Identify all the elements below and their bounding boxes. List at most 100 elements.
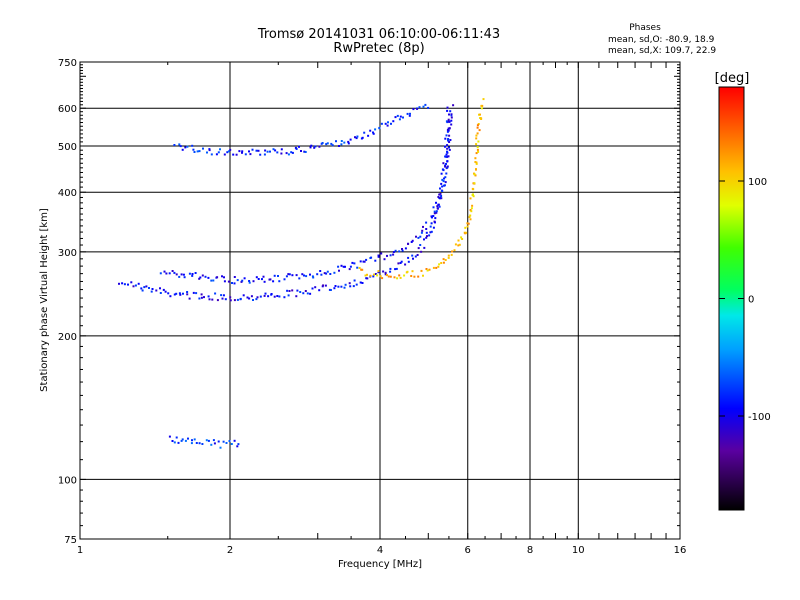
scatter-point xyxy=(326,270,329,273)
y-axis-label: Stationary phase Virtual Height [km] xyxy=(39,208,50,392)
scatter-point xyxy=(167,292,170,295)
scatter-point xyxy=(447,254,450,257)
scatter-point xyxy=(181,438,184,441)
scatter-point xyxy=(358,267,361,269)
scatter-point xyxy=(309,146,312,149)
scatter-point xyxy=(439,192,442,195)
scatter-point xyxy=(414,255,417,258)
minor-ticks xyxy=(79,61,681,539)
scatter-point xyxy=(447,127,450,130)
scatter-point xyxy=(404,247,407,250)
scatter-point xyxy=(365,277,368,280)
scatter-point xyxy=(173,144,176,146)
scatter-point xyxy=(132,285,135,288)
scatter-point xyxy=(220,294,223,297)
scatter-point xyxy=(473,173,476,176)
scatter-point xyxy=(181,148,184,151)
scatter-point xyxy=(445,153,448,156)
scatter-point xyxy=(355,283,358,286)
scatter-point xyxy=(159,287,161,290)
scatter-point xyxy=(445,120,448,123)
scatter-point xyxy=(299,291,302,293)
scatter-point xyxy=(386,254,388,257)
scatter-point xyxy=(205,439,208,442)
y-tick-label: 300 xyxy=(58,248,77,259)
scatter-point xyxy=(440,262,443,264)
y-tick-label: 500 xyxy=(58,142,77,153)
scatter-point xyxy=(211,298,214,301)
scatter-point xyxy=(168,272,171,275)
scatter-point xyxy=(480,104,483,107)
scatter-point xyxy=(450,116,453,119)
scatter-point xyxy=(420,250,423,253)
scatter-point xyxy=(223,280,226,283)
x-tick-label: 8 xyxy=(527,545,533,556)
scatter-point xyxy=(447,138,450,140)
scatter-point xyxy=(121,282,124,285)
scatter-point xyxy=(426,269,429,272)
scatter-point xyxy=(435,201,437,204)
scatter-point xyxy=(420,269,423,272)
scatter-point xyxy=(241,279,244,282)
scatter-point xyxy=(376,274,379,277)
scatter-point xyxy=(242,294,245,297)
scatter-point xyxy=(382,270,385,273)
scatter-point xyxy=(180,273,183,276)
scatter-point xyxy=(470,210,473,213)
scatter-point xyxy=(273,274,276,277)
scatter-point xyxy=(480,107,483,110)
scatter-point xyxy=(159,272,162,275)
scatter-point xyxy=(344,283,347,286)
scatter-point xyxy=(401,248,403,250)
scatter-point xyxy=(186,293,189,296)
scatter-point xyxy=(384,271,387,274)
scatter-point xyxy=(400,260,403,263)
scatter-point xyxy=(298,277,301,280)
scatter-point xyxy=(179,293,182,296)
scatter-point xyxy=(465,231,468,234)
scatter-point xyxy=(123,283,126,286)
scatter-point xyxy=(469,218,472,221)
scatter-point xyxy=(171,440,174,442)
scatter-point xyxy=(444,137,447,140)
scatter-point xyxy=(442,261,445,264)
scatter-point xyxy=(450,119,453,122)
scatter-point xyxy=(407,242,409,245)
scatter-point xyxy=(424,103,427,106)
scatter-point xyxy=(417,247,420,250)
scatter-point xyxy=(436,207,439,210)
scatter-point xyxy=(476,126,479,129)
scatter-point xyxy=(248,297,251,300)
scatter-point xyxy=(380,122,383,125)
scatter-point xyxy=(241,150,244,153)
scatter-point xyxy=(435,211,438,214)
scatter-point xyxy=(192,148,195,151)
scatter-point xyxy=(148,287,150,289)
scatter-point xyxy=(450,253,453,256)
scatter-point xyxy=(182,273,185,276)
scatter-point xyxy=(231,282,233,284)
scatter-point xyxy=(295,295,298,298)
scatter-point xyxy=(248,281,251,284)
scatter-point xyxy=(263,294,266,297)
scatter-point xyxy=(238,150,241,153)
scatter-point xyxy=(366,277,369,280)
scatter-point xyxy=(141,289,144,292)
scatter-point xyxy=(363,131,366,134)
scatter-point xyxy=(250,295,253,298)
scatter-point xyxy=(466,222,469,225)
scatter-point xyxy=(473,182,476,185)
scatter-point xyxy=(179,145,182,148)
scatter-point xyxy=(233,439,236,442)
scatter-point xyxy=(171,270,174,272)
scatter-point xyxy=(206,151,208,154)
scatter-point xyxy=(430,222,433,225)
scatter-point xyxy=(377,254,380,257)
scatter-point xyxy=(442,162,445,165)
scatter-point xyxy=(165,272,168,275)
scatter-point xyxy=(340,264,343,267)
scatter-point xyxy=(475,168,477,171)
scatter-point xyxy=(127,283,129,286)
scatter-point xyxy=(403,274,406,277)
